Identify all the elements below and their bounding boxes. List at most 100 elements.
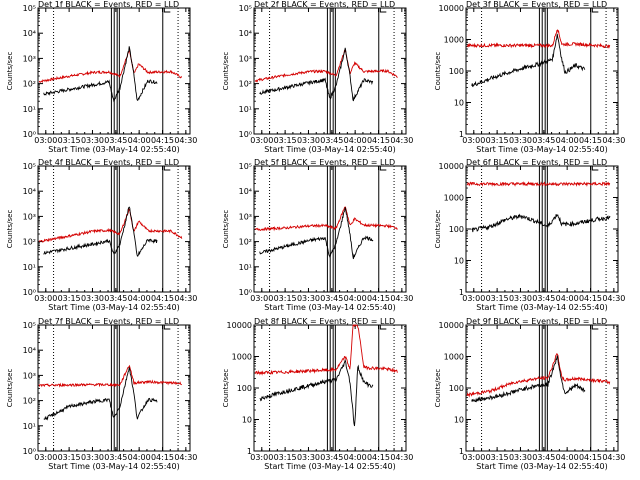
x-tick-label: 03:15	[58, 136, 81, 145]
bracket-marker	[163, 166, 171, 171]
y-tick-label: 10	[454, 99, 464, 108]
lld-series-line	[466, 29, 611, 49]
x-tick-label: 03:45	[104, 453, 127, 462]
x-tick-label: 04:15	[367, 294, 390, 303]
x-axis-title: Start Time (03-May-14 02:55:40)	[264, 462, 395, 471]
y-tick-label: 10⁰	[239, 288, 252, 297]
x-tick-label: 03:00	[462, 136, 485, 145]
x-tick-label: 04:00	[344, 453, 367, 462]
x-tick-label: 04:00	[556, 294, 579, 303]
lld-series-line	[466, 181, 611, 187]
lld-series-line	[38, 364, 182, 388]
y-tick-label: 10³	[23, 371, 36, 380]
x-tick-label: 04:30	[174, 136, 197, 145]
x-tick-label: 03:15	[274, 294, 297, 303]
x-axis-title: Start Time (03-May-14 02:55:40)	[48, 303, 179, 312]
y-tick-label: 10³	[23, 212, 36, 221]
panel-title: Det 8f BLACK = Events, RED = LLD	[254, 317, 395, 326]
bracket-marker	[591, 8, 599, 13]
x-tick-label: 03:30	[509, 453, 532, 462]
y-tick-label: 1	[459, 288, 464, 297]
x-tick-label: 04:00	[556, 453, 579, 462]
x-tick-label: 04:30	[174, 294, 197, 303]
panel-title: Det 2f BLACK = Events, RED = LLD	[254, 0, 395, 9]
x-tick-label: 03:00	[34, 294, 57, 303]
y-tick-label: 10⁴	[23, 29, 36, 38]
x-tick-label: 04:00	[128, 136, 151, 145]
x-tick-label: 03:45	[320, 453, 343, 462]
x-tick-label: 04:00	[556, 136, 579, 145]
x-tick-label: 04:15	[151, 453, 174, 462]
x-tick-label: 03:15	[58, 294, 81, 303]
y-axis-title: Counts/sec	[6, 210, 14, 249]
x-tick-label: 03:45	[532, 294, 555, 303]
y-axis-title: Counts/sec	[222, 210, 230, 249]
x-tick-label: 03:15	[274, 453, 297, 462]
y-tick-label: 10¹	[239, 263, 252, 272]
y-tick-label: 10³	[23, 54, 36, 63]
x-tick-label: 03:00	[250, 294, 273, 303]
y-tick-label: 10	[454, 257, 464, 266]
y-axis-title: Counts/sec	[434, 210, 442, 249]
bracket-marker	[163, 8, 171, 13]
x-tick-label: 03:00	[34, 136, 57, 145]
x-tick-label: 03:30	[509, 294, 532, 303]
x-tick-label: 03:45	[104, 136, 127, 145]
x-tick-label: 04:15	[367, 453, 390, 462]
lld-series-line	[254, 206, 398, 232]
panel-title: Det 3f BLACK = Events, RED = LLD	[466, 0, 607, 9]
y-tick-label: 10²	[239, 80, 252, 89]
x-axis-title: Start Time (03-May-14 02:55:40)	[264, 145, 395, 154]
y-tick-label: 10²	[239, 238, 252, 247]
y-axis-title: Counts/sec	[222, 52, 230, 91]
bracket-marker	[379, 166, 387, 171]
y-tick-label: 100	[449, 67, 464, 76]
x-tick-label: 04:15	[579, 136, 602, 145]
y-tick-label: 10²	[23, 80, 36, 89]
y-axis-title: Counts/sec	[434, 52, 442, 91]
x-tick-label: 03:30	[81, 136, 104, 145]
x-tick-label: 04:15	[579, 294, 602, 303]
y-tick-label: 10⁵	[23, 321, 36, 330]
y-tick-label: 100	[449, 384, 464, 393]
events-series-line	[43, 206, 158, 257]
y-tick-label: 10⁰	[23, 447, 36, 456]
y-tick-label: 10¹	[23, 422, 36, 431]
panel-title: Det 1f BLACK = Events, RED = LLD	[38, 0, 179, 9]
x-tick-label: 03:30	[297, 136, 320, 145]
y-tick-label: 1	[459, 130, 464, 139]
y-tick-label: 1	[459, 447, 464, 456]
x-tick-label: 03:15	[58, 453, 81, 462]
x-tick-label: 03:15	[486, 294, 509, 303]
x-tick-label: 04:00	[344, 294, 367, 303]
panel-title: Det 7f BLACK = Events, RED = LLD	[38, 317, 179, 326]
lld-series-line	[38, 48, 183, 84]
y-tick-label: 10000	[439, 4, 464, 13]
panel-title: Det 9f BLACK = Events, RED = LLD	[466, 317, 607, 326]
x-tick-label: 04:15	[151, 294, 174, 303]
events-series-line	[259, 358, 374, 427]
events-series-line	[471, 355, 586, 403]
y-tick-label: 10³	[239, 54, 252, 63]
y-tick-label: 10⁵	[23, 4, 36, 13]
x-tick-label: 04:30	[602, 294, 625, 303]
lld-series-line	[254, 49, 398, 83]
x-tick-label: 03:00	[34, 453, 57, 462]
y-tick-label: 1000	[444, 194, 464, 203]
y-tick-label: 1000	[232, 353, 252, 362]
x-tick-label: 03:15	[486, 453, 509, 462]
y-tick-label: 10⁴	[23, 346, 36, 355]
x-tick-label: 03:30	[81, 294, 104, 303]
x-axis-title: Start Time (03-May-14 02:55:40)	[476, 462, 607, 471]
y-tick-label: 10²	[23, 397, 36, 406]
y-tick-label: 100	[237, 384, 252, 393]
x-tick-label: 03:00	[250, 453, 273, 462]
y-tick-label: 10000	[439, 321, 464, 330]
x-tick-label: 04:30	[602, 136, 625, 145]
y-tick-label: 10¹	[239, 105, 252, 114]
y-axis-title: Counts/sec	[222, 369, 230, 408]
y-tick-label: 1	[247, 447, 252, 456]
